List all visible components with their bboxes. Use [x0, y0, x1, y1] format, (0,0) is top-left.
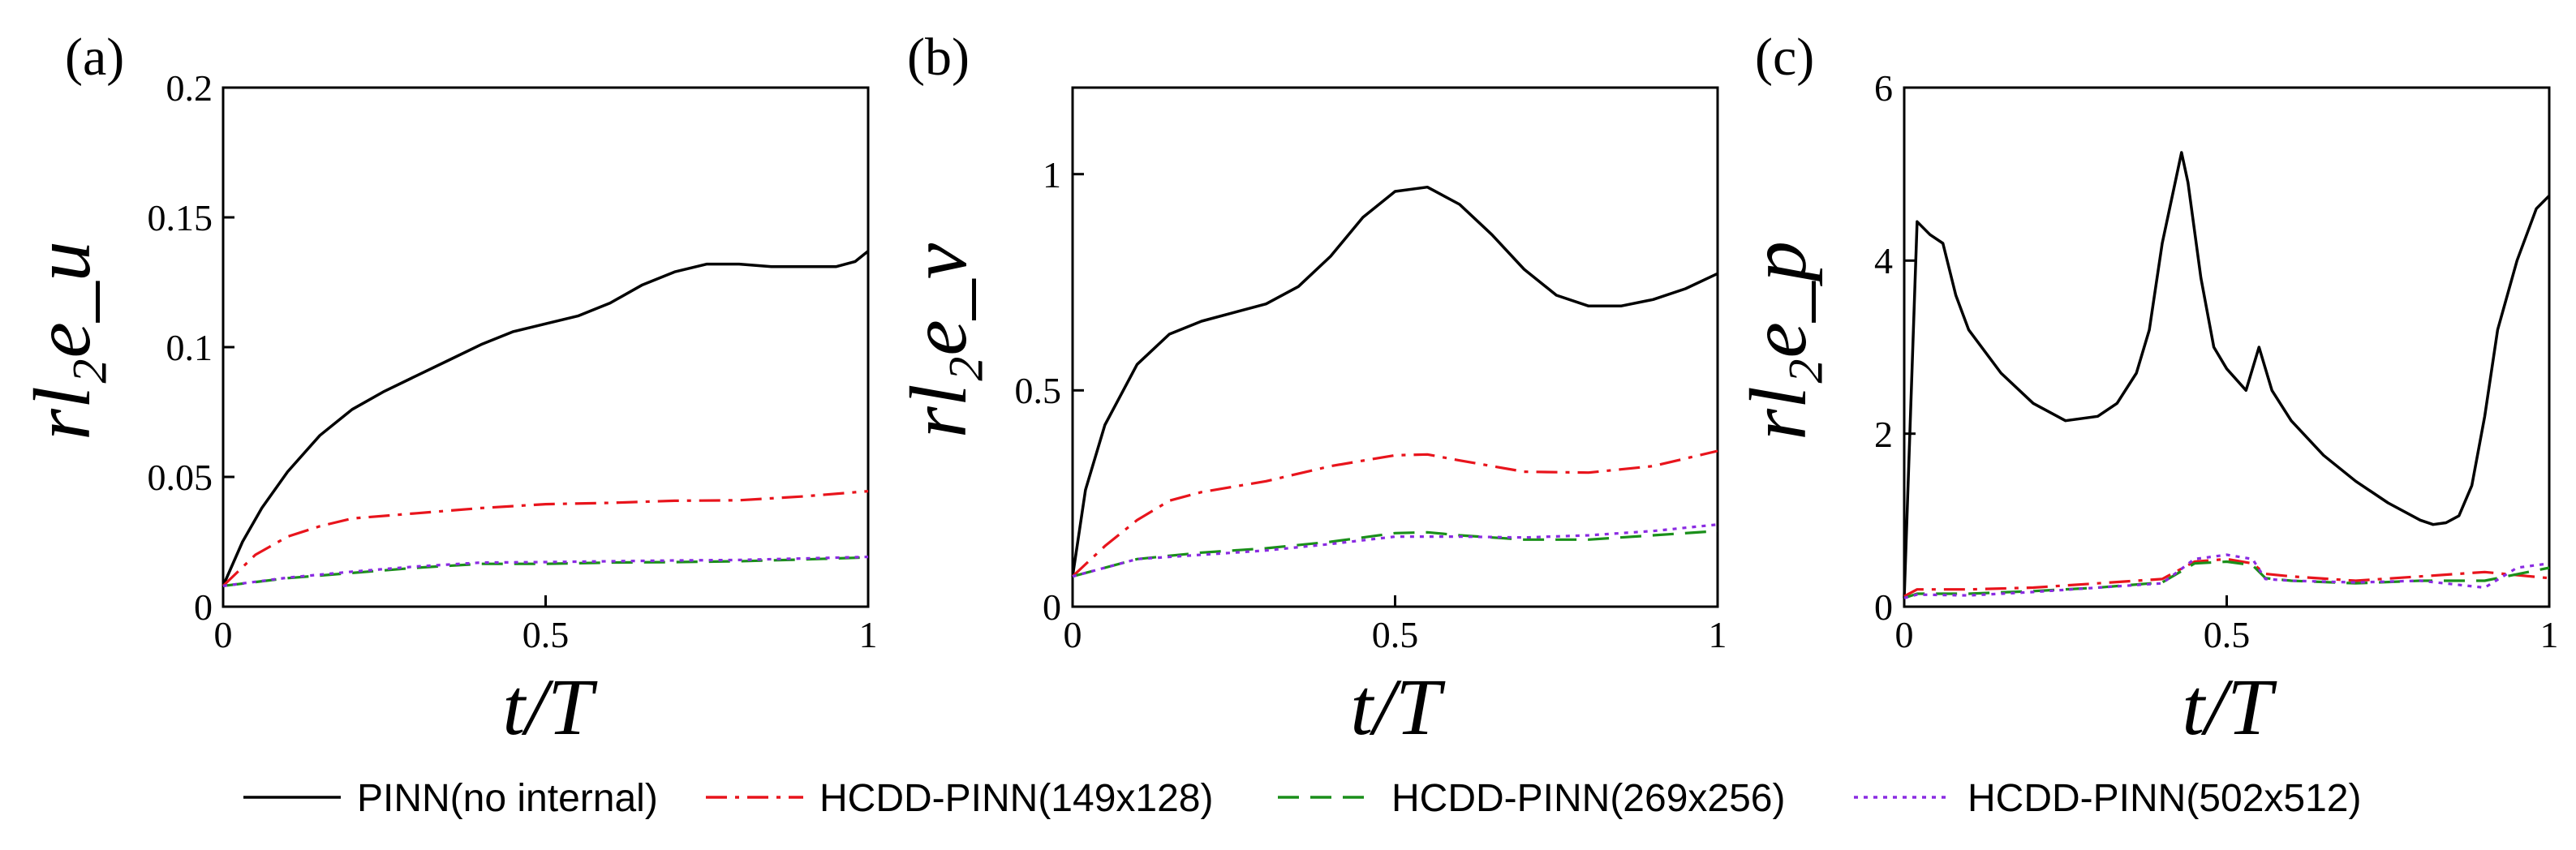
panel-b-xtick-1: 0.5: [1372, 614, 1419, 655]
legend-label-hcdd-502: HCDD-PINN(502x512): [1967, 777, 2361, 820]
panel-c-ytick-3: 6: [1874, 67, 1893, 109]
panel-c-xlabel: t/T: [2182, 662, 2277, 752]
legend-label-hcdd-269: HCDD-PINN(269x256): [1391, 777, 1785, 820]
panel-b-lines: [1071, 185, 1718, 578]
panel-c-lines: [1903, 151, 2551, 599]
legend-item-hcdd-149: HCDD-PINN(149x128): [706, 777, 1213, 820]
panel-b-ylabel: rl₂e_v: [893, 243, 983, 438]
panel-b-ytick-1: 0.5: [1015, 370, 1062, 411]
panel-b: (b) rl₂e_v t/T 0 0.5 1 0 0.5 1: [893, 28, 1727, 752]
panel-b-y-ticks: 0 0.5 1: [1015, 154, 1062, 628]
panel-c: (c) rl₂e_p t/T 0 0.5 1 0 2 4 6: [1733, 28, 2559, 752]
panel-b-frame: [1071, 86, 1719, 608]
panel-c-y-ticks: 0 2 4 6: [1874, 67, 1893, 628]
panel-a-ylabel: rl₂e_u: [17, 241, 107, 440]
panel-c-series-hcdd-502: [1903, 553, 2550, 599]
panel-a-xlabel: t/T: [502, 662, 598, 752]
panel-c-xtick-2: 1: [2540, 614, 2559, 655]
panel-a-ytick-3: 0.15: [148, 197, 213, 238]
panel-a-series-hcdd-502: [222, 556, 869, 587]
panel-b-series-hcdd-269: [1072, 530, 1718, 578]
legend: PINN(no internal) HCDD-PINN(149x128) HCD…: [243, 777, 2361, 820]
legend-item-hcdd-502: HCDD-PINN(502x512): [1854, 777, 2361, 820]
panel-b-series-hcdd-502: [1072, 523, 1718, 578]
panel-b-label: (b): [907, 28, 970, 87]
panel-a-y-ticks: 0 0.05 0.1 0.15 0.2: [148, 67, 213, 628]
panel-a-frame: [221, 86, 870, 608]
panel-c-ylabel: rl₂e_p: [1733, 241, 1823, 440]
panel-b-xtick-2: 1: [1709, 614, 1727, 655]
panel-c-series-pinn: [1903, 151, 2551, 599]
panel-a-xtick-2: 1: [859, 614, 878, 655]
panel-a-xtick-1: 0.5: [523, 614, 570, 655]
panel-c-ytick-1: 2: [1874, 414, 1893, 455]
panel-b-ytick-2: 1: [1043, 154, 1061, 195]
panel-b-x-ticks: 0 0.5 1: [1064, 614, 1727, 655]
panel-a-ytick-2: 0.1: [166, 327, 213, 368]
panel-b-xtick-0: 0: [1064, 614, 1082, 655]
panel-a-label: (a): [65, 28, 124, 87]
panel-c-xtick-1: 0.5: [2204, 614, 2251, 655]
panel-c-frame: [1903, 86, 2551, 608]
panel-c-x-ticks: 0 0.5 1: [1895, 614, 2559, 655]
panel-b-ytick-0: 0: [1043, 586, 1061, 628]
legend-item-hcdd-269: HCDD-PINN(269x256): [1278, 777, 1785, 820]
panel-c-series-hcdd-149: [1903, 557, 2550, 598]
legend-label-hcdd-149: HCDD-PINN(149x128): [819, 777, 1213, 820]
panel-a: (a) rl₂e_u t/T 0 0.5 1 0 0.05 0.1 0.15 0…: [17, 28, 878, 752]
panel-a-tick-marks: [221, 216, 870, 607]
panel-c-series-hcdd-269: [1903, 560, 2550, 599]
legend-label-pinn: PINN(no internal): [357, 777, 658, 820]
panel-b-tick-marks: [1071, 173, 1719, 607]
panel-a-series-hcdd-149: [221, 490, 869, 587]
panel-a-ytick-4: 0.2: [166, 67, 213, 109]
panel-a-series-pinn: [221, 250, 870, 587]
panel-c-xtick-0: 0: [1895, 614, 1914, 655]
panel-a-x-ticks: 0 0.5 1: [214, 614, 878, 655]
panel-c-ytick-2: 4: [1874, 240, 1893, 281]
panel-b-xlabel: t/T: [1350, 662, 1446, 752]
panel-c-label: (c): [1755, 28, 1814, 87]
panel-a-ytick-0: 0: [194, 586, 213, 628]
panel-a-ytick-1: 0.05: [148, 457, 213, 498]
panel-b-series-hcdd-149: [1071, 449, 1718, 577]
panel-a-lines: [221, 250, 870, 587]
panel-c-ytick-0: 0: [1874, 586, 1893, 628]
legend-item-pinn: PINN(no internal): [243, 777, 658, 820]
panel-a-xtick-0: 0: [214, 614, 233, 655]
panel-b-series-pinn: [1071, 185, 1718, 577]
